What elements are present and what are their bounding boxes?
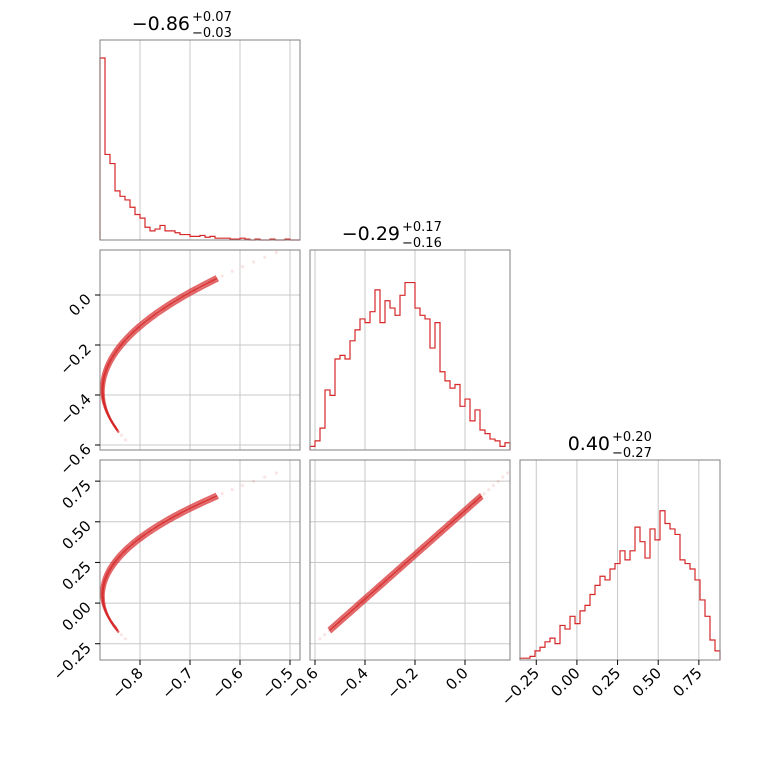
gridlines: [314, 250, 466, 450]
sample-point: [274, 250, 279, 255]
param-title-0: −0.86: [132, 13, 190, 35]
y-tick-label: 0.25: [58, 558, 94, 594]
param-title-1: −0.29: [342, 223, 400, 245]
sample-point: [251, 479, 256, 483]
gridlines: [100, 460, 300, 660]
y-tick-label: −0.4: [56, 390, 94, 428]
sample-point: [263, 255, 267, 259]
contour-line: [329, 496, 484, 634]
axes-frame: [99, 459, 301, 661]
x-tick-label: −0.4: [333, 664, 371, 702]
contour-line: [327, 492, 482, 630]
contour-line: [101, 277, 218, 432]
param-err-plus-0: +0.07: [192, 10, 232, 25]
sample-point: [123, 637, 128, 641]
density-contours: [318, 471, 510, 641]
contour-line: [102, 279, 219, 434]
contour-line: [102, 496, 219, 634]
gridlines: [535, 460, 700, 660]
sample-point: [119, 633, 123, 637]
y-tick-label: −0.25: [50, 639, 95, 684]
x-tick-label: 0.75: [669, 664, 705, 700]
sample-point: [505, 471, 510, 475]
sample-point: [501, 475, 505, 479]
param-err-plus-1: +0.17: [402, 220, 442, 235]
x-tick-label: 0.0: [442, 664, 472, 694]
panel-r2-c1: [309, 459, 511, 661]
x-tick-label: −0.2: [383, 664, 421, 702]
histogram-0: [99, 57, 300, 241]
y-tick-label: −0.6: [56, 440, 94, 478]
contour-line: [328, 494, 483, 632]
panel-r2-c2: [519, 459, 721, 661]
panel-r0-c0: [99, 39, 301, 241]
y-tick-label: −0.2: [56, 340, 94, 378]
sample-point: [119, 433, 123, 437]
x-tick-label: −0.7: [158, 664, 196, 702]
x-tick-label: −0.8: [108, 664, 146, 702]
sample-point: [251, 260, 256, 264]
sample-point: [220, 274, 224, 278]
sample-point: [230, 487, 234, 492]
sample-point: [263, 475, 267, 479]
panel-r1-c0: [99, 249, 301, 451]
sample-point: [482, 492, 486, 496]
axes-frame: [309, 249, 511, 451]
histogram-1: [309, 281, 511, 450]
sample-point: [487, 487, 491, 492]
sample-point: [230, 269, 234, 273]
sample-point: [123, 438, 128, 442]
panel-r2-c0: [99, 459, 301, 661]
axes-frame: [519, 459, 721, 661]
y-tick-label: 0.0: [65, 290, 95, 320]
x-tick-label: −0.6: [208, 664, 246, 702]
density-contours: [100, 471, 279, 641]
param-title-2: 0.40: [568, 433, 610, 455]
axes-frame: [99, 249, 301, 451]
y-tick-label: 0.50: [58, 517, 94, 553]
param-err-minus-1: −0.16: [402, 236, 442, 251]
panel-r1-c1: [309, 249, 511, 451]
sample-point: [491, 483, 496, 488]
param-err-minus-2: −0.27: [612, 446, 652, 461]
x-tick-label: −0.25: [498, 664, 543, 709]
x-tick-label: 0.25: [588, 664, 624, 700]
sample-point: [241, 264, 245, 269]
sample-point: [274, 471, 279, 475]
sample-point: [323, 633, 327, 637]
gridlines: [139, 40, 291, 240]
param-err-minus-0: −0.03: [192, 26, 232, 41]
sample-point: [220, 492, 224, 496]
axes-frame: [309, 459, 511, 661]
contour-line: [101, 494, 218, 632]
gridlines: [310, 460, 510, 660]
sample-point: [241, 483, 245, 488]
density-contours: [100, 250, 279, 442]
y-tick-label: 0.75: [58, 476, 94, 512]
param-err-plus-2: +0.20: [612, 430, 652, 445]
sample-point: [496, 479, 500, 483]
x-tick-label: 0.00: [547, 664, 583, 700]
axes-frame: [99, 39, 301, 241]
histogram-2: [519, 510, 721, 660]
sample-point: [318, 637, 322, 641]
y-tick-label: 0.00: [58, 598, 94, 634]
x-tick-label: 0.50: [629, 664, 665, 700]
gridlines: [100, 250, 300, 450]
